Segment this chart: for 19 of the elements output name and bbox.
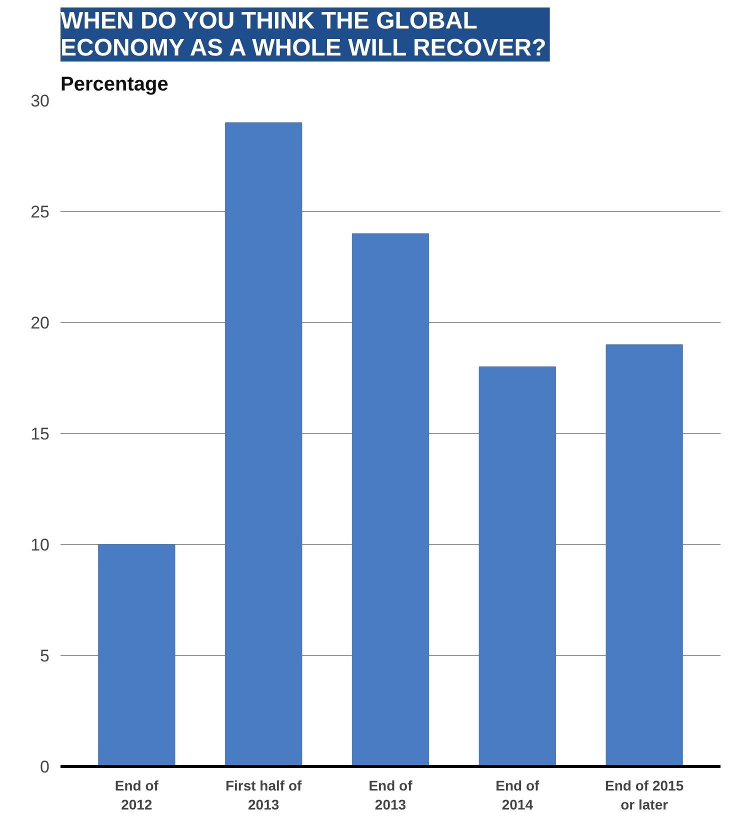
bar — [352, 233, 430, 766]
bar — [606, 344, 683, 766]
x-tick-label: End of 2013 — [368, 778, 413, 813]
y-tick-label: 5 — [40, 646, 50, 666]
chart-title: WHEN DO YOU THINK THE GLOBAL ECONOMY AS A WHOLE WILL RECOVER? — [60, 8, 546, 62]
y-tick-label: 25 — [30, 202, 50, 222]
y-tick-label: 20 — [30, 314, 50, 332]
bar — [225, 122, 302, 766]
y-tick-label: 0 — [40, 758, 50, 776]
x-tick-label: End of 2014 — [496, 778, 540, 813]
y-tick-label: 30 — [30, 92, 50, 110]
x-tick-label: End of 2012 — [114, 778, 159, 813]
x-tick-label: First half of 2013 — [225, 778, 302, 813]
bar — [478, 366, 556, 766]
x-tick-label: End of 2015 or later — [605, 778, 684, 813]
y-tick-label: 15 — [30, 424, 50, 444]
y-tick-label: 10 — [30, 536, 50, 554]
y-axis-title: Percentage — [60, 74, 168, 96]
bar — [98, 544, 176, 766]
